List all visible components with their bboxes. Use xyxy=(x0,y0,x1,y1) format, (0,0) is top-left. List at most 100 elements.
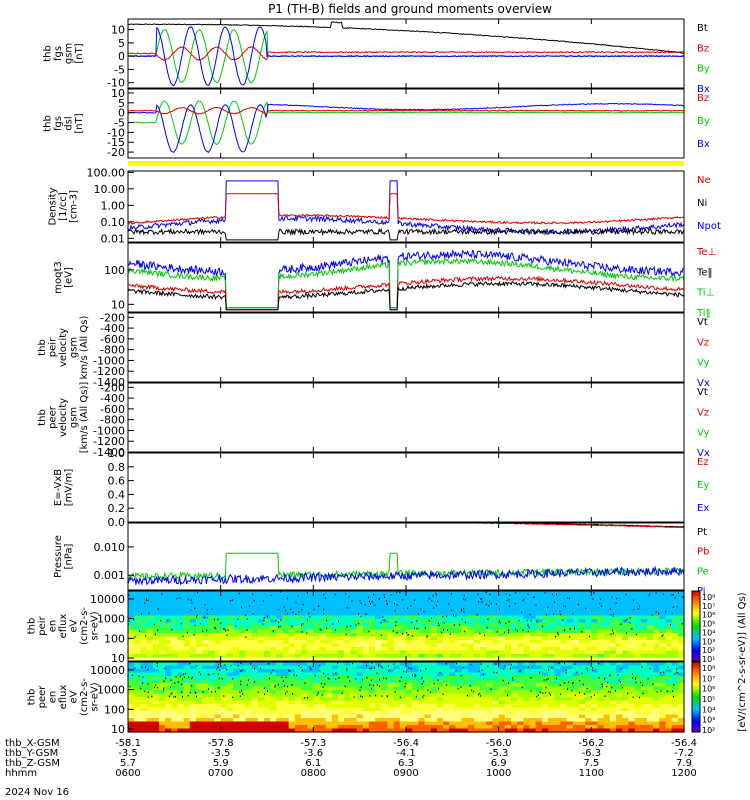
peer_spec-cell xyxy=(263,728,271,733)
peer_spec-cell xyxy=(498,714,506,719)
peir_spec-cell xyxy=(128,619,135,624)
peer_spec-cell xyxy=(579,711,586,716)
peer_spec-speckle xyxy=(285,692,287,695)
peer_spec-cell xyxy=(653,718,660,723)
peir_spec-cell xyxy=(455,657,463,662)
peir_spec-cell xyxy=(659,629,667,634)
peer_spec-cell xyxy=(239,718,246,723)
peir_spec-cell xyxy=(270,612,277,617)
peer_spec-cell xyxy=(263,690,271,695)
peer_spec-cell xyxy=(406,662,413,667)
peer_spec-cell xyxy=(152,686,160,691)
peer_spec-cell xyxy=(486,690,494,695)
peer_spec-ylabel-line: thb xyxy=(27,689,38,706)
peer_spec-cell xyxy=(467,693,475,698)
peir_spec-cell xyxy=(535,626,543,631)
peir_spec-cell xyxy=(387,598,395,603)
peer_spec-cell xyxy=(294,714,302,719)
peer_spec-cell xyxy=(486,728,494,733)
peer_spec-speckle xyxy=(151,695,153,698)
peir_spec-cell xyxy=(430,612,438,617)
peer_spec-cell xyxy=(319,693,327,698)
peer_spec-cell xyxy=(455,718,463,723)
peer_spec-speckle xyxy=(379,679,381,681)
peir_spec-cell xyxy=(665,598,673,603)
peer_spec-cell xyxy=(548,725,555,730)
peir_spec-speckle xyxy=(202,630,204,632)
peer_spec-cell xyxy=(597,700,605,705)
peir_spec-speckle xyxy=(245,636,247,638)
peer_spec-cell xyxy=(381,697,389,702)
peir_spec-cell xyxy=(560,643,568,648)
peer_spec-cell xyxy=(609,728,617,733)
peir_spec-speckle xyxy=(479,632,481,635)
peer_spec-speckle xyxy=(586,667,588,670)
peer_spec-speckle xyxy=(218,677,220,680)
peir_spec-cell xyxy=(393,622,401,627)
peir_spec-cell xyxy=(603,636,611,641)
status-bar xyxy=(128,161,684,166)
peir_spec-cell xyxy=(548,591,555,596)
peer_spec-cell xyxy=(616,679,623,684)
peer_spec-cell xyxy=(177,725,185,730)
peer_spec-cell xyxy=(665,686,673,691)
peir_spec-speckle xyxy=(396,632,398,634)
peer_spec-cell xyxy=(158,714,166,719)
colorbar-top-tick-label: 10⁴ xyxy=(702,628,715,637)
peer_spec-cell xyxy=(146,662,154,667)
peer_spec-cell xyxy=(677,665,685,670)
peer_spec-speckle xyxy=(304,697,306,699)
peir_spec-cell xyxy=(529,591,537,596)
peir_spec-cell xyxy=(436,636,444,641)
fgs_dsl-ytick-label: -15 xyxy=(107,136,125,149)
peir_spec-cell xyxy=(263,622,271,627)
peir_spec-cell xyxy=(399,643,407,648)
peir_spec-cell xyxy=(474,622,481,627)
peir_spec-cell xyxy=(202,636,209,641)
peir_spec-cell xyxy=(486,612,494,617)
peir_spec-cell xyxy=(554,629,562,634)
peer_spec-speckle xyxy=(640,681,642,684)
peir_spec-speckle xyxy=(374,604,376,606)
peir_spec-cell xyxy=(517,636,524,641)
peir_spec-cell xyxy=(634,594,642,599)
peer_spec-speckle xyxy=(181,691,183,693)
peer_spec-cell xyxy=(436,662,444,667)
peir_spec-cell xyxy=(399,622,407,627)
peer_spec-speckle xyxy=(676,671,678,674)
peir_spec-cell xyxy=(480,636,487,641)
peer_spec-cell xyxy=(128,704,135,709)
peir_spec-cell xyxy=(214,619,222,624)
peir_spec-cell xyxy=(572,622,580,627)
peer_spec-cell xyxy=(257,718,265,723)
peir_spec-cell xyxy=(498,647,506,652)
peer_spec-cell xyxy=(597,686,605,691)
peir_spec-speckle xyxy=(206,629,208,632)
peer_spec-cell xyxy=(548,714,555,719)
peir_spec-cell xyxy=(498,605,506,610)
peir_spec-cell xyxy=(152,626,160,631)
peer_spec-cell xyxy=(634,707,642,712)
peer_spec-cell xyxy=(233,725,240,730)
peer_spec-cell xyxy=(146,672,154,677)
peer_spec-cell xyxy=(535,697,543,702)
peir_spec-cell xyxy=(486,591,494,596)
peer_spec-cell xyxy=(134,700,141,705)
peir_spec-cell xyxy=(634,591,642,596)
peir_spec-cell xyxy=(609,643,617,648)
peir_spec-cell xyxy=(350,608,358,613)
peer_spec-cell xyxy=(653,700,660,705)
peir_spec-speckle xyxy=(278,621,280,623)
peir_spec-cell xyxy=(517,615,524,620)
peir_spec-cell xyxy=(653,643,660,648)
peer_spec-cell xyxy=(294,728,302,733)
pressure-legend-entry: Pt xyxy=(697,527,707,538)
peir_spec-cell xyxy=(406,633,413,638)
x-axis-value: -3.6 xyxy=(304,748,324,759)
peer_spec-cell xyxy=(628,725,636,730)
peir_spec-cell xyxy=(196,654,203,659)
peer_spec-cell xyxy=(597,707,605,712)
peer_spec-speckle xyxy=(309,667,311,669)
peer_spec-speckle xyxy=(187,694,189,697)
peir_spec-cell xyxy=(251,629,259,634)
